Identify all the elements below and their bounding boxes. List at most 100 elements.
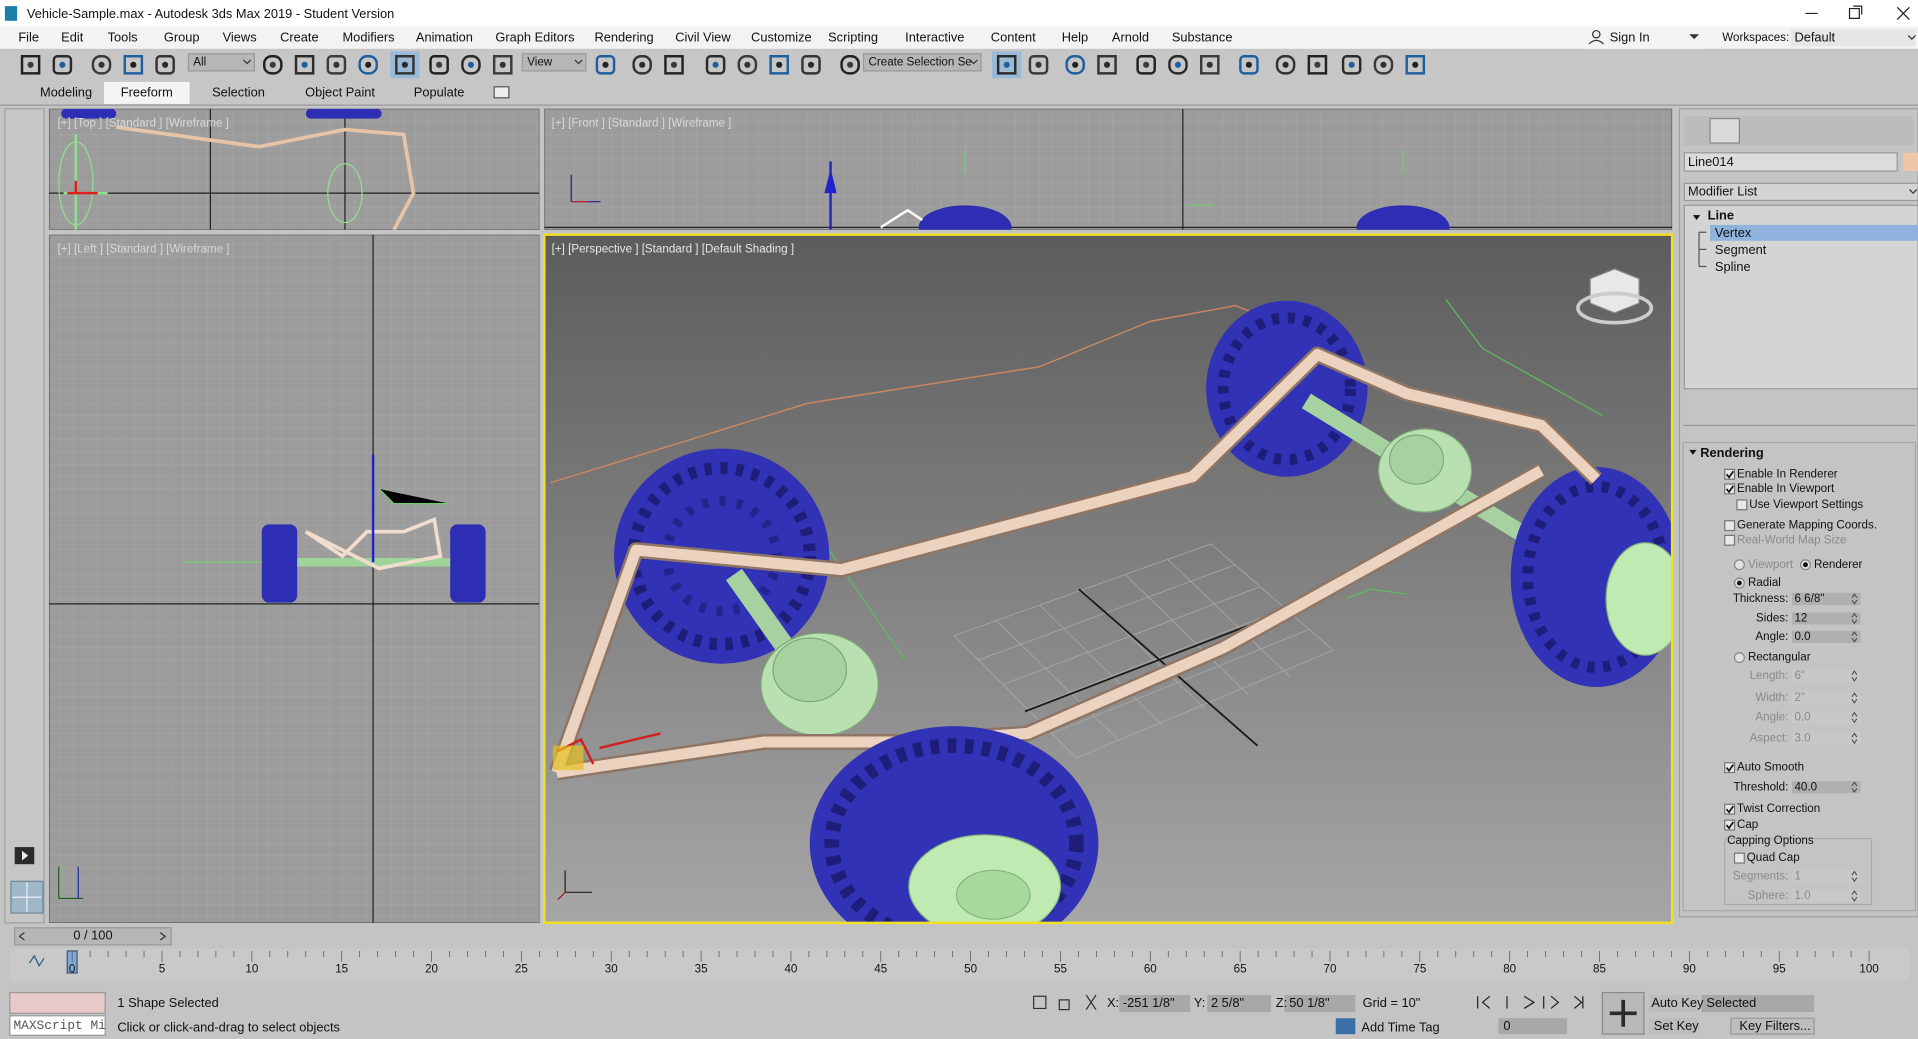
key-mode[interactable]: Selected <box>1706 995 1756 1010</box>
menu-item[interactable]: Graph Editors <box>495 29 574 44</box>
toolbar-button[interactable] <box>429 55 449 75</box>
menu-item[interactable]: Interactive <box>905 29 964 44</box>
spinner-box[interactable] <box>1792 732 1861 745</box>
toolbar-button[interactable] <box>1373 55 1394 75</box>
selection-set[interactable]: Create Selection Se <box>868 55 971 68</box>
spinner-value[interactable]: 3.0 <box>1794 731 1810 744</box>
menu-item[interactable]: Animation <box>416 29 473 44</box>
spinner-box[interactable] <box>1792 870 1861 883</box>
toolbar-button[interactable] <box>1097 55 1117 75</box>
toolbar-button[interactable] <box>1239 55 1259 75</box>
rollout-title[interactable]: Rendering <box>1700 445 1763 460</box>
z-coord[interactable]: 50 1/8" <box>1289 995 1330 1010</box>
radio-label[interactable]: Viewport <box>1748 558 1794 571</box>
checkbox[interactable] <box>1736 499 1748 511</box>
x-coord[interactable]: -251 1/8" <box>1123 995 1175 1010</box>
spinner-value[interactable]: 1 <box>1794 869 1800 882</box>
checkbox[interactable] <box>1724 483 1736 495</box>
toolbar-button[interactable] <box>664 55 684 75</box>
checkbox-label[interactable]: Auto Smooth <box>1737 761 1804 774</box>
checkbox-label[interactable]: Twist Correction <box>1737 802 1820 815</box>
toolbar-button[interactable] <box>1136 55 1156 75</box>
toolbar-button[interactable] <box>769 55 789 75</box>
menu-item[interactable]: Customize <box>751 29 812 44</box>
toolbar-button[interactable] <box>632 55 652 75</box>
toolbar-button[interactable] <box>992 51 1022 79</box>
set-key[interactable]: Set Key <box>1654 1018 1700 1033</box>
toolbar-button[interactable] <box>461 55 481 75</box>
checkbox-label[interactable]: Real-World Map Size <box>1737 533 1847 546</box>
menu-item[interactable]: Rendering <box>594 29 653 44</box>
viewport-perspective[interactable] <box>544 234 1684 961</box>
toolbar-button[interactable] <box>326 55 347 75</box>
radio-label[interactable]: Renderer <box>1814 558 1863 571</box>
viewport-label[interactable]: [+] [Left ] [Standard ] [Wireframe ] <box>57 242 229 255</box>
spinner-box[interactable] <box>1792 669 1861 683</box>
y-coord[interactable]: 2 5/8" <box>1211 995 1245 1010</box>
checkbox-label[interactable]: Enable In Renderer <box>1737 467 1838 480</box>
checkbox-label[interactable]: Generate Mapping Coords. <box>1737 519 1877 532</box>
toolbar-button[interactable] <box>262 55 283 75</box>
checkbox[interactable] <box>1733 852 1745 864</box>
toolbar-button[interactable] <box>705 55 726 75</box>
sign-in[interactable]: Sign In <box>1610 29 1650 44</box>
checkbox-label[interactable]: Quad Cap <box>1747 851 1800 864</box>
menu-item[interactable]: Scripting <box>828 29 878 44</box>
reference-coord[interactable]: View <box>527 55 553 68</box>
toolbar-button[interactable] <box>1275 55 1296 75</box>
checkbox[interactable] <box>1724 468 1736 480</box>
checkbox-label[interactable]: Cap <box>1737 818 1758 831</box>
viewport-top[interactable] <box>48 108 540 230</box>
toolbar-button[interactable] <box>123 55 144 75</box>
modifier-list[interactable]: Modifier List <box>1688 183 1758 198</box>
toolbar-button[interactable] <box>52 55 73 75</box>
menu-item[interactable]: Create <box>280 29 319 44</box>
menu-item[interactable]: Views <box>223 29 257 44</box>
spinner-value[interactable]: 6" <box>1794 669 1805 682</box>
checkbox-label[interactable]: Enable In Viewport <box>1737 482 1835 495</box>
spinner-box[interactable] <box>1792 889 1861 903</box>
menu-item[interactable]: File <box>18 29 39 44</box>
toolbar-button[interactable] <box>840 55 860 75</box>
radio-label[interactable]: Radial <box>1748 576 1781 589</box>
menu-item[interactable]: Arnold <box>1112 29 1149 44</box>
menu-item[interactable]: Content <box>991 29 1036 44</box>
toolbar-button[interactable] <box>595 55 616 75</box>
modifier-stack-item[interactable]: Vertex <box>1715 225 1752 240</box>
ribbon-tab[interactable]: Modeling <box>40 84 92 99</box>
spinner-box[interactable] <box>1792 592 1861 606</box>
toolbar-button[interactable] <box>1199 55 1220 75</box>
menu-item[interactable]: Help <box>1062 29 1088 44</box>
viewport-label[interactable]: [+] [Perspective ] [Standard ] [Default … <box>552 242 794 255</box>
spinner-value[interactable]: 40.0 <box>1794 780 1817 793</box>
spinner-value[interactable]: 6 6/8" <box>1794 592 1824 605</box>
toolbar-button[interactable] <box>1028 55 1049 75</box>
menu-item[interactable]: Substance <box>1172 29 1233 44</box>
object-name[interactable]: Line014 <box>1688 154 1734 169</box>
radio-button[interactable] <box>1733 652 1745 664</box>
auto-key[interactable]: Auto Key <box>1651 995 1704 1010</box>
key-filters[interactable]: Key Filters... <box>1739 1018 1810 1033</box>
spinner-value[interactable]: 0.0 <box>1794 630 1810 643</box>
radio-label[interactable]: Rectangular <box>1748 651 1811 664</box>
checkbox[interactable] <box>1724 762 1736 774</box>
checkbox[interactable] <box>1724 819 1736 831</box>
ribbon-tab[interactable]: Freeform <box>121 84 173 99</box>
selection-filter[interactable]: All <box>193 55 206 68</box>
spinner-box[interactable] <box>1792 691 1861 705</box>
radio-button[interactable] <box>1733 559 1745 571</box>
checkbox[interactable] <box>1724 803 1736 815</box>
ribbon-tab[interactable]: Selection <box>212 84 265 99</box>
spinner-box[interactable] <box>1792 630 1861 643</box>
spinner-value[interactable]: 12 <box>1794 612 1807 625</box>
ribbon-tab[interactable]: Populate <box>414 84 465 99</box>
ribbon-toggle[interactable] <box>493 86 510 99</box>
spinner-value[interactable]: 2" <box>1794 691 1805 704</box>
toolbar-button[interactable] <box>390 51 420 79</box>
spinner-value[interactable]: 1.0 <box>1794 889 1810 902</box>
toolbar-button[interactable] <box>801 55 821 75</box>
toolbar-button[interactable] <box>294 55 315 75</box>
modifier-stack-item[interactable]: Segment <box>1715 242 1767 257</box>
viewport-label[interactable]: [+] [Front ] [Standard ] [Wireframe ] <box>552 117 732 130</box>
toolbar-button[interactable] <box>155 55 175 75</box>
